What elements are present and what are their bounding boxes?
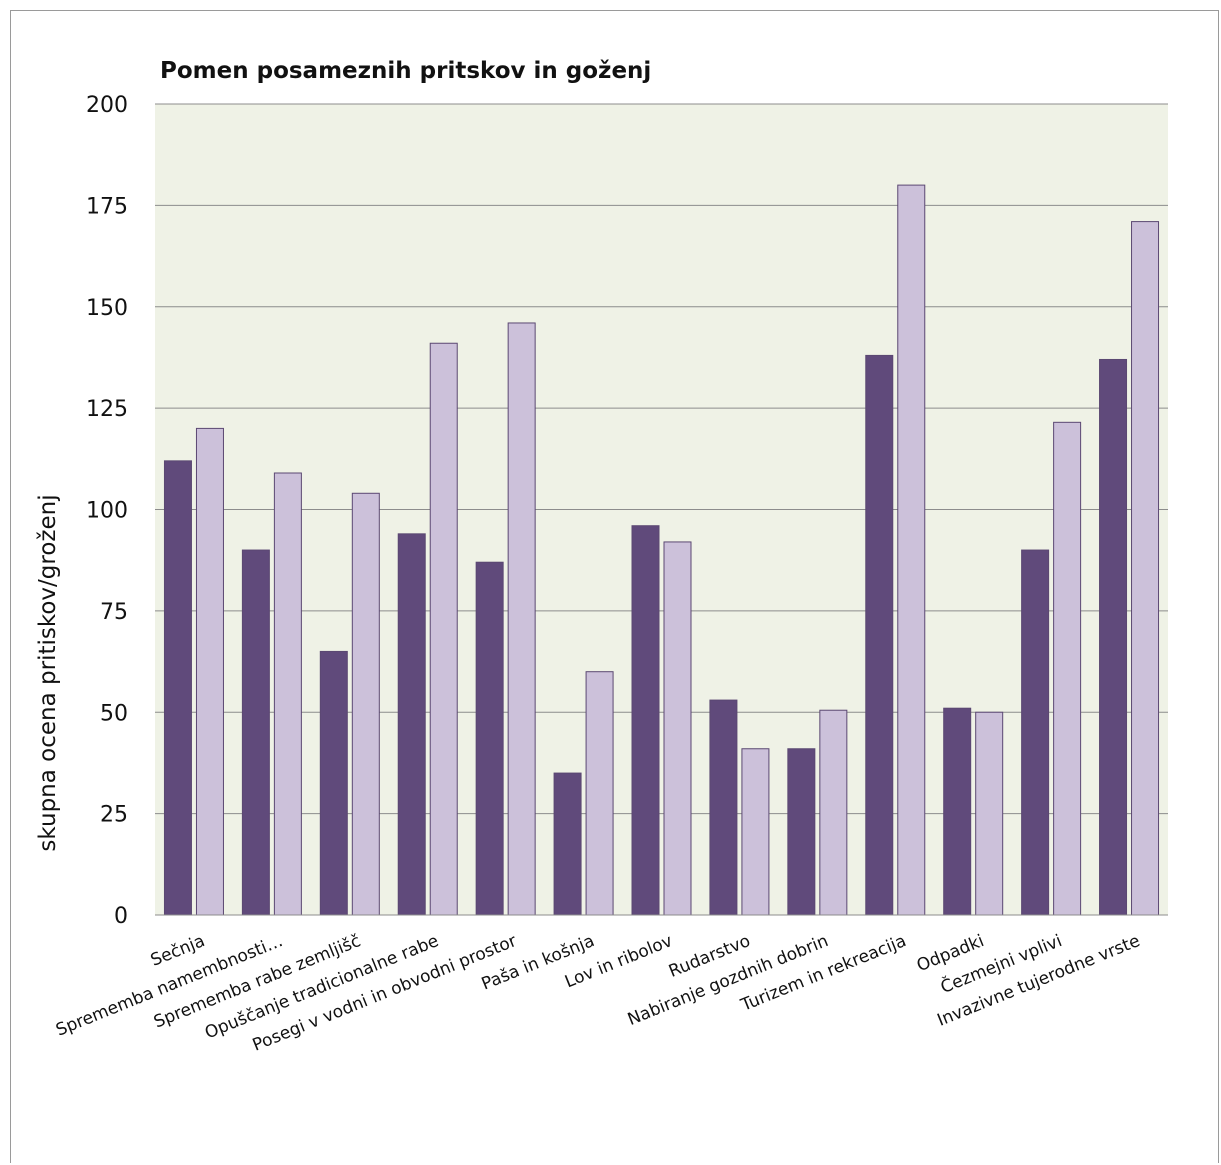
- bar-series2-8: [741, 748, 770, 916]
- y-tick-label: 150: [86, 296, 128, 321]
- y-tick-label: 100: [86, 499, 128, 524]
- bar-series1-5: [475, 561, 504, 916]
- y-tick-label: 50: [100, 701, 128, 726]
- bars: [163, 184, 1160, 916]
- y-tick-label: 25: [100, 803, 128, 828]
- bar-series2-3: [351, 492, 380, 916]
- bar-series2-1: [195, 427, 224, 916]
- bar-series1-12: [1021, 549, 1050, 916]
- y-tick-label: 125: [86, 397, 128, 422]
- y-tick-label: 175: [86, 194, 128, 219]
- y-axis-ticks: 0 25 50 75 100 125 150 175 200: [86, 93, 128, 929]
- bar-series1-7: [631, 525, 660, 916]
- chart-title: Pomen posameznih pritskov in goženj: [160, 58, 651, 84]
- bar-series1-3: [319, 650, 348, 916]
- y-axis-label: skupna ocena pritiskov/groženj: [35, 494, 61, 851]
- bar-series2-2: [273, 472, 302, 916]
- bar-series1-8: [709, 699, 738, 916]
- bar-series2-12: [1053, 421, 1082, 916]
- bar-series1-6: [553, 772, 582, 916]
- y-tick-label: 200: [86, 93, 128, 118]
- bar-series1-10: [865, 354, 894, 916]
- bar-series1-4: [397, 533, 426, 916]
- bar-series1-9: [787, 748, 816, 916]
- bar-series2-5: [507, 322, 536, 916]
- bar-series2-7: [663, 541, 692, 916]
- y-tick-label: 75: [100, 600, 128, 625]
- gridlines: [155, 103, 1168, 815]
- bar-series1-13: [1099, 358, 1128, 916]
- bar-series2-10: [897, 184, 926, 916]
- bar-series2-11: [975, 711, 1004, 916]
- bar-series2-13: [1131, 221, 1160, 916]
- bar-series2-6: [585, 671, 614, 916]
- bar-series1-11: [943, 707, 972, 916]
- bar-series1-2: [241, 549, 270, 916]
- bar-series1-1: [163, 460, 192, 916]
- bar-series2-4: [429, 342, 458, 916]
- bar-series2-9: [819, 709, 848, 916]
- y-tick-label: 0: [114, 904, 128, 929]
